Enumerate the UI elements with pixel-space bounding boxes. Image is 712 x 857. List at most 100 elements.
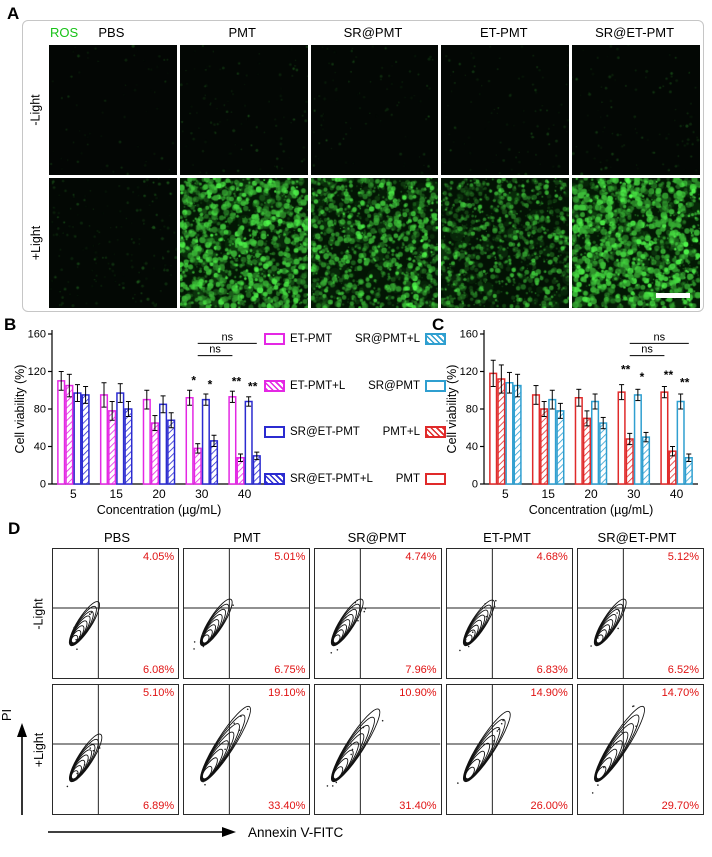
- panel-a-header: ROS PBS PMT SR@PMT ET-PMT SR@ET-PMT: [26, 23, 700, 43]
- significance-star: **: [621, 362, 631, 376]
- scatter-dot: [464, 638, 467, 641]
- late-apoptosis-percent: 19.10%: [268, 687, 306, 699]
- fluorescence-canvas: [441, 178, 570, 308]
- scatter-dot: [467, 645, 470, 648]
- bar: [599, 422, 608, 485]
- contour-ring: [463, 734, 495, 781]
- early-apoptosis-percent: 26.00%: [530, 800, 568, 812]
- scatter-dot: [501, 719, 504, 722]
- contour-ring: [463, 609, 489, 646]
- flow-cytometry-plot: 4.05% 6.08%: [52, 548, 180, 679]
- y-tick-label: 80: [34, 404, 46, 416]
- bar: [185, 397, 194, 485]
- scatter-dot: [359, 726, 362, 729]
- scatter-dot: [494, 599, 497, 602]
- flow-cytometry-plot: 14.90% 26.00%: [445, 684, 573, 815]
- early-apoptosis-percent: 6.89%: [142, 800, 175, 812]
- contour-ring: [331, 708, 381, 783]
- scatter-dot: [350, 753, 353, 756]
- legend-item: SR@PMT: [368, 379, 446, 392]
- scatter-dot: [332, 785, 334, 787]
- bar: [167, 419, 176, 485]
- flow-cytometry-plot: 5.01% 6.75%: [183, 548, 311, 679]
- ros-stain-label: ROS: [50, 25, 79, 40]
- bar: [513, 384, 522, 485]
- flow-plot-canvas: [315, 549, 441, 678]
- flow-cytometry-plot: 14.70% 29.70%: [576, 684, 704, 815]
- panel-c-chart: 0 40 80 120 160 5 15 20 30 40 Concentration (µg/mL…: [445, 329, 698, 517]
- scatter-dot: [631, 705, 634, 708]
- flow-plot-canvas: [446, 685, 572, 814]
- column-title: SR@ET-PMT: [595, 25, 675, 40]
- legend-swatch: [425, 472, 446, 485]
- late-apoptosis-percent: 4.68%: [536, 551, 568, 563]
- scatter-dot: [497, 728, 500, 731]
- column-title: PBS: [103, 530, 130, 545]
- scatter-dot: [364, 608, 367, 610]
- contour-ring: [464, 624, 479, 645]
- contour-ring: [202, 634, 210, 644]
- early-apoptosis-percent: 7.96%: [405, 664, 437, 676]
- contour-ring: [202, 757, 219, 780]
- early-apoptosis-percent: 29.70%: [661, 800, 699, 812]
- contour-ring: [200, 723, 241, 782]
- ns-label: ns: [221, 331, 233, 343]
- x-tick-label: 5: [502, 487, 509, 501]
- row-label: -Light: [32, 597, 46, 630]
- scatter-dot: [611, 629, 614, 632]
- column-title: ET-PMT: [479, 25, 528, 40]
- scatter-dot: [602, 766, 605, 769]
- bar: [209, 440, 219, 485]
- scatter-dot: [472, 752, 475, 754]
- contour-ring: [464, 750, 485, 781]
- panel-c-label: C: [432, 315, 445, 334]
- late-apoptosis-percent: 14.70%: [661, 687, 699, 699]
- fluorescence-canvas: [310, 45, 439, 175]
- scatter-dot: [352, 748, 354, 751]
- scatter-dot: [617, 627, 619, 630]
- bar: [505, 382, 514, 485]
- early-apoptosis-percent: 6.08%: [142, 664, 175, 676]
- significance-star: **: [232, 375, 242, 389]
- y-tick-label: 120: [460, 366, 478, 378]
- x-tick-label: 40: [238, 487, 252, 501]
- bar: [590, 400, 600, 485]
- scatter-dot: [635, 725, 637, 727]
- contour-ring: [463, 726, 500, 782]
- contour-ring: [462, 599, 495, 647]
- significance-star: *: [640, 370, 645, 384]
- contour-ring: [593, 598, 627, 647]
- fluorescence-image: [310, 178, 439, 308]
- bar: [556, 410, 565, 485]
- flow-plot-canvas: [446, 549, 572, 678]
- scatter-dot: [232, 604, 235, 606]
- scatter-dot: [591, 792, 594, 794]
- scatter-dot: [90, 611, 93, 614]
- column-title: SR@ET-PMT: [597, 530, 677, 545]
- legend-swatch: [264, 333, 285, 345]
- bar: [540, 408, 549, 485]
- legend-item: ET-PMT: [264, 333, 332, 345]
- scatter-dot: [193, 648, 196, 650]
- fluorescence-canvas: [441, 45, 570, 175]
- legend-swatch: [264, 472, 285, 485]
- contour-ring: [464, 629, 476, 644]
- scatter-dot: [75, 638, 77, 641]
- contour-ring: [200, 714, 246, 782]
- scatter-dot: [617, 609, 620, 612]
- scatter-dot: [88, 613, 91, 615]
- scatter-dot: [336, 649, 339, 651]
- scatter-dot: [500, 722, 503, 725]
- scatter-dot: [73, 626, 75, 629]
- contour-ring: [333, 634, 341, 644]
- flow-cytometry-plot: 5.10% 6.89%: [52, 684, 180, 815]
- contour-ring: [594, 714, 640, 782]
- legend-row: SR@ET-PMT PMT+L: [264, 426, 446, 439]
- bar: [81, 394, 90, 485]
- contour-ring: [332, 608, 358, 646]
- contour-ring: [462, 710, 511, 783]
- panel-a-column-titles: PBS PMT SR@PMT ET-PMT SR@ET-PMT: [46, 23, 700, 40]
- legend-swatch: [425, 379, 446, 392]
- contour-ring: [464, 758, 480, 780]
- significance-star: **: [248, 379, 258, 393]
